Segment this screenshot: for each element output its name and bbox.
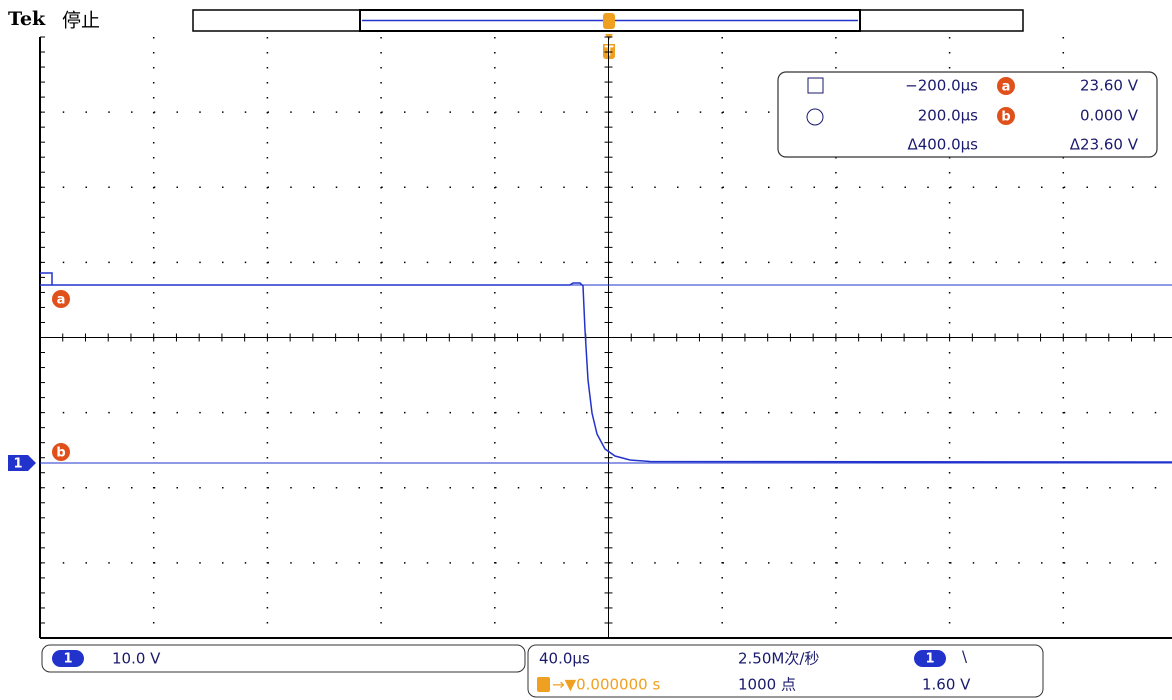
cursor-a-label: a: [57, 293, 66, 308]
cursor-b-badge: [52, 443, 70, 461]
trigger-position-marker: [603, 13, 615, 29]
timebase: 40.0µs: [539, 650, 590, 668]
cursor-b-voltage: 0.000 V: [1080, 107, 1139, 125]
channel-box: [41, 644, 526, 673]
trigger-position-icon: [537, 677, 550, 692]
cursor-b-label: b: [56, 446, 65, 461]
channel-badge: [52, 650, 84, 667]
trigger-position: →▼0.000000 s: [552, 676, 660, 694]
cursor-delta-time: Δ400.0µs: [907, 136, 978, 154]
readout-a-badge: [997, 77, 1015, 95]
channel-number: 1: [63, 652, 72, 667]
trigger-slope: \: [962, 648, 968, 666]
cursor-delta-voltage: Δ23.60 V: [1070, 136, 1139, 154]
cursor-a-badge: [52, 290, 70, 308]
cursor-a-voltage: 23.60 V: [1080, 77, 1139, 95]
trigger-level: 1.60 V: [922, 676, 971, 694]
waveform: [40, 272, 1172, 463]
channel-ground-label: 1: [13, 457, 22, 472]
readout-b-label: b: [1001, 110, 1010, 125]
readout-b-badge: [997, 107, 1015, 125]
brand: Tek: [8, 8, 46, 30]
cursor-circle-icon: [806, 108, 824, 126]
channel-ground-marker: [8, 455, 36, 471]
record-window: [359, 9, 861, 32]
cursor-square-icon: [807, 77, 824, 94]
graticule: [39, 36, 1172, 639]
trigger-source-badge: [914, 650, 946, 667]
channel-scale: 10.0 V: [112, 650, 161, 668]
record-length: 1000 点: [738, 676, 796, 694]
trigger-source: 1: [925, 652, 934, 667]
cursor-a-time: −200.0µs: [905, 77, 978, 95]
readout-a-label: a: [1002, 80, 1011, 95]
acquisition-status: 停止: [62, 10, 100, 32]
cursor-readout: [777, 71, 1158, 158]
sample-rate: 2.50M次/秒: [738, 650, 819, 668]
cursor-b-time: 200.0µs: [918, 107, 978, 125]
